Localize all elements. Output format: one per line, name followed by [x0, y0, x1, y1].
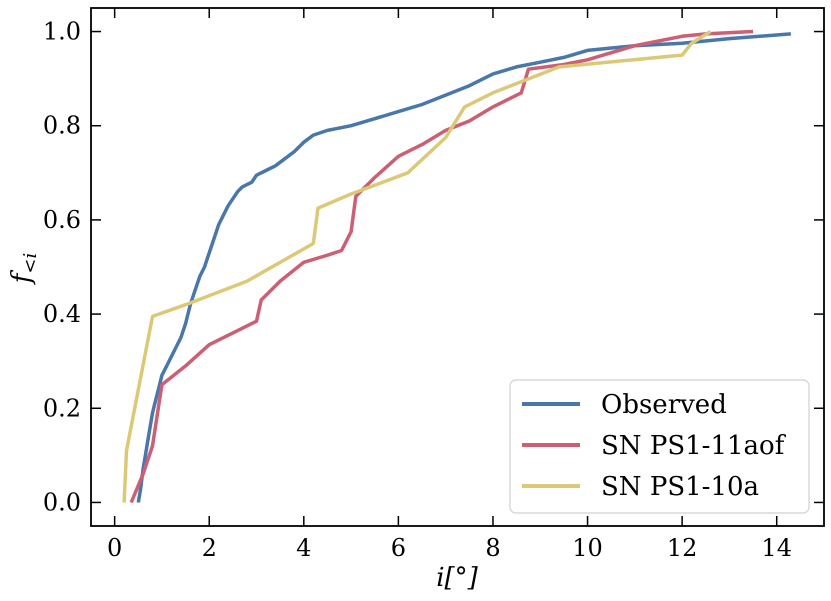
y-tick-label: 0.0 — [43, 488, 81, 516]
x-tick-label: 6 — [391, 534, 406, 562]
series-line-observed — [136, 32, 792, 503]
y-tick-label: 0.8 — [43, 112, 81, 140]
y-tick-label: 1.0 — [43, 18, 81, 46]
y-tick-label: 0.4 — [43, 300, 81, 328]
legend-label: SN PS1-10a — [601, 472, 759, 502]
x-tick-label: 8 — [485, 534, 500, 562]
legend: Observed SN PS1-11aof SN PS1-10a — [509, 379, 810, 514]
x-tick-label: 4 — [296, 534, 311, 562]
y-tick-label: 0.2 — [43, 394, 81, 422]
x-tick-label: 14 — [761, 534, 792, 562]
y-tick-label: 0.6 — [43, 206, 81, 234]
y-axis-label: f<i — [7, 253, 41, 285]
legend-box — [509, 379, 810, 514]
series-line-sn-ps1-10a — [122, 30, 712, 503]
legend-label: Observed — [601, 390, 727, 420]
x-tick-label: 0 — [107, 534, 122, 562]
x-tick-label: 12 — [667, 534, 698, 562]
legend-label: SN PS1-11aof — [601, 431, 787, 461]
x-tick-label: 10 — [572, 534, 603, 562]
series-line-sn-ps1-11aof — [129, 29, 754, 504]
x-axis-label: i[°] — [436, 563, 478, 593]
x-axis: 0 2 4 6 8 10 12 14 — [107, 8, 792, 562]
plot-frame — [90, 7, 825, 527]
series-layer — [122, 29, 792, 504]
x-tick-label: 2 — [202, 534, 217, 562]
y-axis: 0.0 0.2 0.4 0.6 0.8 1.0 — [43, 18, 824, 516]
